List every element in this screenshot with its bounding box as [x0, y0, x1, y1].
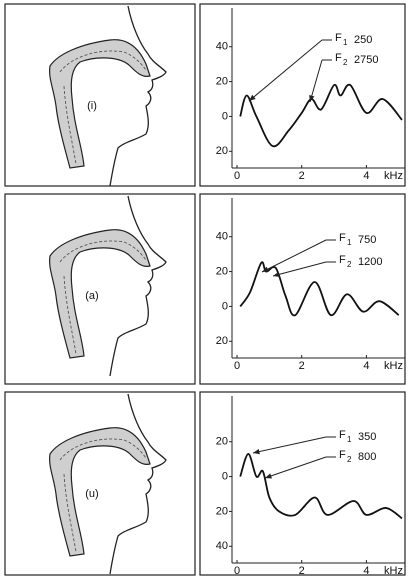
formant-index: 1: [347, 238, 352, 247]
formant-value: 2750: [354, 54, 378, 66]
formant-index: 2: [343, 58, 348, 67]
x-tick-label: 4: [363, 170, 369, 182]
formant-value: 750: [358, 234, 376, 246]
chart-frame: [199, 3, 406, 187]
formant-index: 1: [343, 38, 348, 47]
chart-frame: [199, 391, 406, 576]
y-tick-label: 20: [216, 145, 228, 157]
annotation-arrow: [272, 261, 327, 277]
vocal-tract-drawing: [48, 393, 167, 575]
y-tick-label: 20: [216, 335, 228, 347]
arrow-head: [262, 266, 269, 272]
formant-value: 800: [358, 451, 376, 463]
x-axis-label: kHz: [384, 360, 403, 372]
arrow-head: [249, 94, 256, 101]
formant-index: 2: [347, 260, 352, 269]
arrow-head: [309, 95, 315, 102]
y-tick-label: 0: [222, 300, 228, 312]
formant-value: 1200: [358, 256, 382, 268]
vocal-tract-drawing: [48, 5, 167, 187]
y-tick-label: 20: [216, 75, 228, 87]
formant-name: F: [339, 429, 346, 441]
annotation-arrow: [252, 436, 327, 454]
x-axis-label: kHz: [384, 170, 403, 182]
panel-label: (i): [87, 100, 97, 112]
annotation-arrow: [248, 39, 323, 102]
arrow-head: [265, 473, 272, 479]
formant-name: F: [339, 449, 346, 461]
x-tick-label: 4: [363, 360, 369, 372]
x-tick-label: 2: [299, 565, 305, 577]
arrow-head: [253, 448, 260, 455]
x-axis-label: kHz: [384, 565, 403, 577]
drawing-frame: [4, 193, 196, 385]
y-tick-label: 40: [216, 540, 228, 552]
x-tick-label: 0: [234, 565, 240, 577]
x-tick-label: 2: [299, 170, 305, 182]
y-tick-label: 20: [216, 265, 228, 277]
formant-value: 350: [358, 431, 376, 443]
spectrum-line: [239, 261, 400, 317]
drawing-frame: [4, 391, 196, 576]
arrow-head: [273, 271, 280, 277]
x-tick-label: 0: [234, 170, 240, 182]
vocal-tract: [48, 5, 167, 187]
y-tick-label: 20: [216, 505, 228, 517]
vocal-tract: [48, 195, 167, 377]
annotation-arrow: [264, 456, 327, 479]
formant-index: 2: [347, 455, 352, 464]
formant-name: F: [339, 254, 346, 266]
drawing-frame: [4, 3, 196, 187]
spectrum-line: [239, 83, 403, 148]
formant-name: F: [339, 232, 346, 244]
annotation-arrow: [261, 239, 327, 273]
formant-name: F: [335, 32, 342, 44]
y-tick-label: 0: [222, 110, 228, 122]
panel-label: (a): [85, 290, 98, 302]
spectrum-line: [239, 453, 403, 520]
vocal-tract-drawing: [48, 195, 167, 377]
y-tick-label: 40: [216, 41, 228, 53]
chart-frame: [199, 193, 406, 385]
y-tick-label: 0: [222, 470, 228, 482]
x-tick-label: 4: [363, 565, 369, 577]
vocal-tract: [48, 393, 167, 575]
x-tick-label: 0: [234, 360, 240, 372]
formant-value: 250: [354, 34, 372, 46]
panel-label: (u): [85, 488, 98, 500]
y-tick-label: 20: [216, 436, 228, 448]
y-tick-label: 40: [216, 231, 228, 243]
formant-index: 1: [347, 435, 352, 444]
x-tick-label: 2: [299, 360, 305, 372]
formant-name: F: [335, 52, 342, 64]
annotation-arrow: [309, 59, 323, 103]
